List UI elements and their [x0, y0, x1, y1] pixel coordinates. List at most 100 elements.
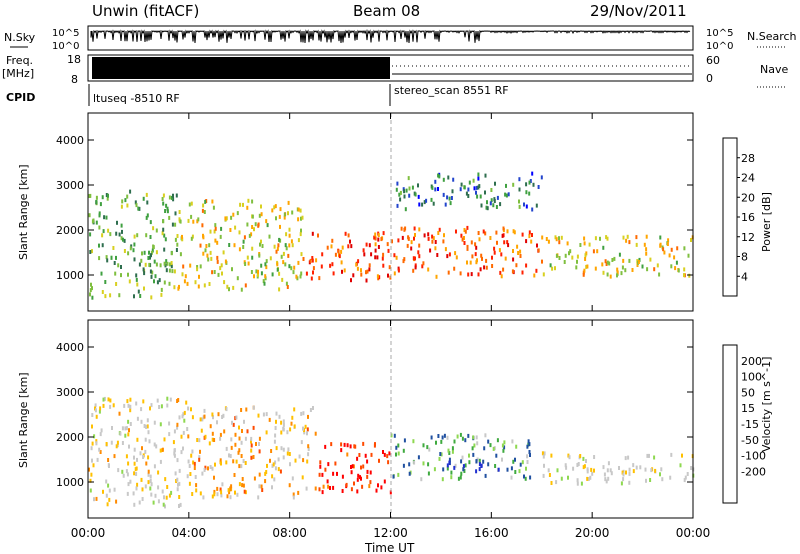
velocity-cell [457, 476, 460, 481]
velocity-cell [645, 478, 647, 483]
velocity-cell [89, 478, 92, 483]
velocity-cell [266, 463, 268, 468]
velocity-cell [160, 404, 163, 409]
velocity-cell [478, 458, 481, 463]
power-cell [450, 196, 453, 200]
velocity-cell [140, 407, 143, 412]
velocity-cell [90, 472, 93, 477]
freq-dense-block [92, 57, 390, 79]
velocity-cell [332, 485, 335, 490]
velocity-cell [280, 446, 283, 451]
power-cell [283, 215, 286, 220]
power-cell [525, 239, 528, 244]
power-cell [288, 227, 291, 232]
power-cell [133, 234, 136, 239]
colorbar-tick-label: -100 [741, 450, 766, 463]
velocity-cell [232, 459, 235, 464]
power-cell [473, 186, 476, 191]
power-cell [341, 269, 343, 274]
power-cell [149, 220, 152, 225]
power-cell [120, 265, 122, 269]
power-cell [448, 196, 451, 201]
velocity-cell [644, 467, 647, 472]
velocity-cell [178, 495, 181, 499]
power-cell [225, 216, 228, 221]
velocity-cell [359, 475, 361, 480]
power-cell [153, 259, 156, 264]
power-cell [482, 229, 485, 234]
power-cell [397, 268, 400, 273]
power-cell [255, 269, 258, 274]
power-cell [210, 256, 213, 261]
power-cell [442, 192, 445, 197]
velocity-cell [392, 474, 395, 479]
velocity-cell [648, 453, 650, 458]
power-cell [219, 266, 222, 271]
power-cell [321, 252, 324, 257]
power-cell [151, 270, 154, 275]
power-cell [216, 240, 219, 245]
power-cell [279, 224, 281, 229]
velocity-y-axis: 1000 2000 3000 4000 [56, 341, 693, 489]
power-cell [155, 250, 158, 255]
power-cell [350, 244, 353, 249]
velocity-cell [628, 480, 631, 485]
velocity-cell [169, 397, 172, 402]
power-cell [89, 288, 92, 293]
power-cell [668, 253, 671, 258]
power-cell [162, 227, 165, 232]
velocity-cell [319, 460, 322, 465]
power-cell [190, 201, 193, 206]
velocity-cell [472, 435, 475, 440]
power-cell [338, 254, 341, 259]
velocity-cell [274, 466, 277, 471]
velocity-cell [233, 473, 236, 477]
power-cell [174, 222, 177, 227]
velocity-cell [361, 484, 364, 489]
velocity-cell [306, 459, 309, 464]
power-cell [254, 222, 257, 227]
velocity-cell [446, 435, 449, 440]
velocity-cell [194, 475, 197, 479]
velocity-cell [622, 477, 625, 482]
power-cell [299, 232, 302, 237]
power-cell [209, 229, 212, 234]
power-cell [109, 232, 112, 237]
velocity-cell [177, 482, 179, 487]
velocity-cell [188, 464, 191, 468]
power-cell [203, 283, 206, 288]
power-cell [114, 271, 117, 276]
power-cell [236, 211, 239, 216]
velocity-cell [446, 463, 449, 468]
velocity-cell [106, 502, 109, 507]
velocity-cell [482, 459, 485, 464]
velocity-cell [582, 456, 585, 461]
velocity-cell [318, 472, 321, 477]
power-cell [118, 232, 121, 237]
velocity-cell [111, 426, 113, 430]
power-cell [608, 261, 611, 266]
velocity-cell [176, 477, 179, 482]
power-cell [155, 262, 158, 267]
y-tick-label: 4000 [56, 341, 84, 354]
power-cell [135, 273, 138, 278]
power-cell [184, 274, 187, 279]
power-cell [305, 271, 308, 276]
velocity-cell [125, 426, 128, 431]
power-cell [368, 263, 371, 268]
power-cell [350, 278, 352, 283]
velocity-cell [223, 429, 226, 434]
power-cell [107, 193, 109, 198]
colorbar-tick-label: -15 [741, 418, 759, 431]
power-cell [558, 236, 560, 241]
velocity-cell [199, 449, 201, 454]
power-cell [551, 266, 554, 271]
velocity-cell [565, 465, 568, 470]
colorbar-tick-label: 4 [741, 270, 748, 283]
power-cell [606, 236, 609, 241]
y-tick-label: 3000 [56, 179, 84, 192]
velocity-cell [454, 463, 457, 468]
beam-title: Beam 08 [353, 2, 421, 20]
power-cell [288, 243, 291, 248]
power-cell [257, 272, 259, 277]
